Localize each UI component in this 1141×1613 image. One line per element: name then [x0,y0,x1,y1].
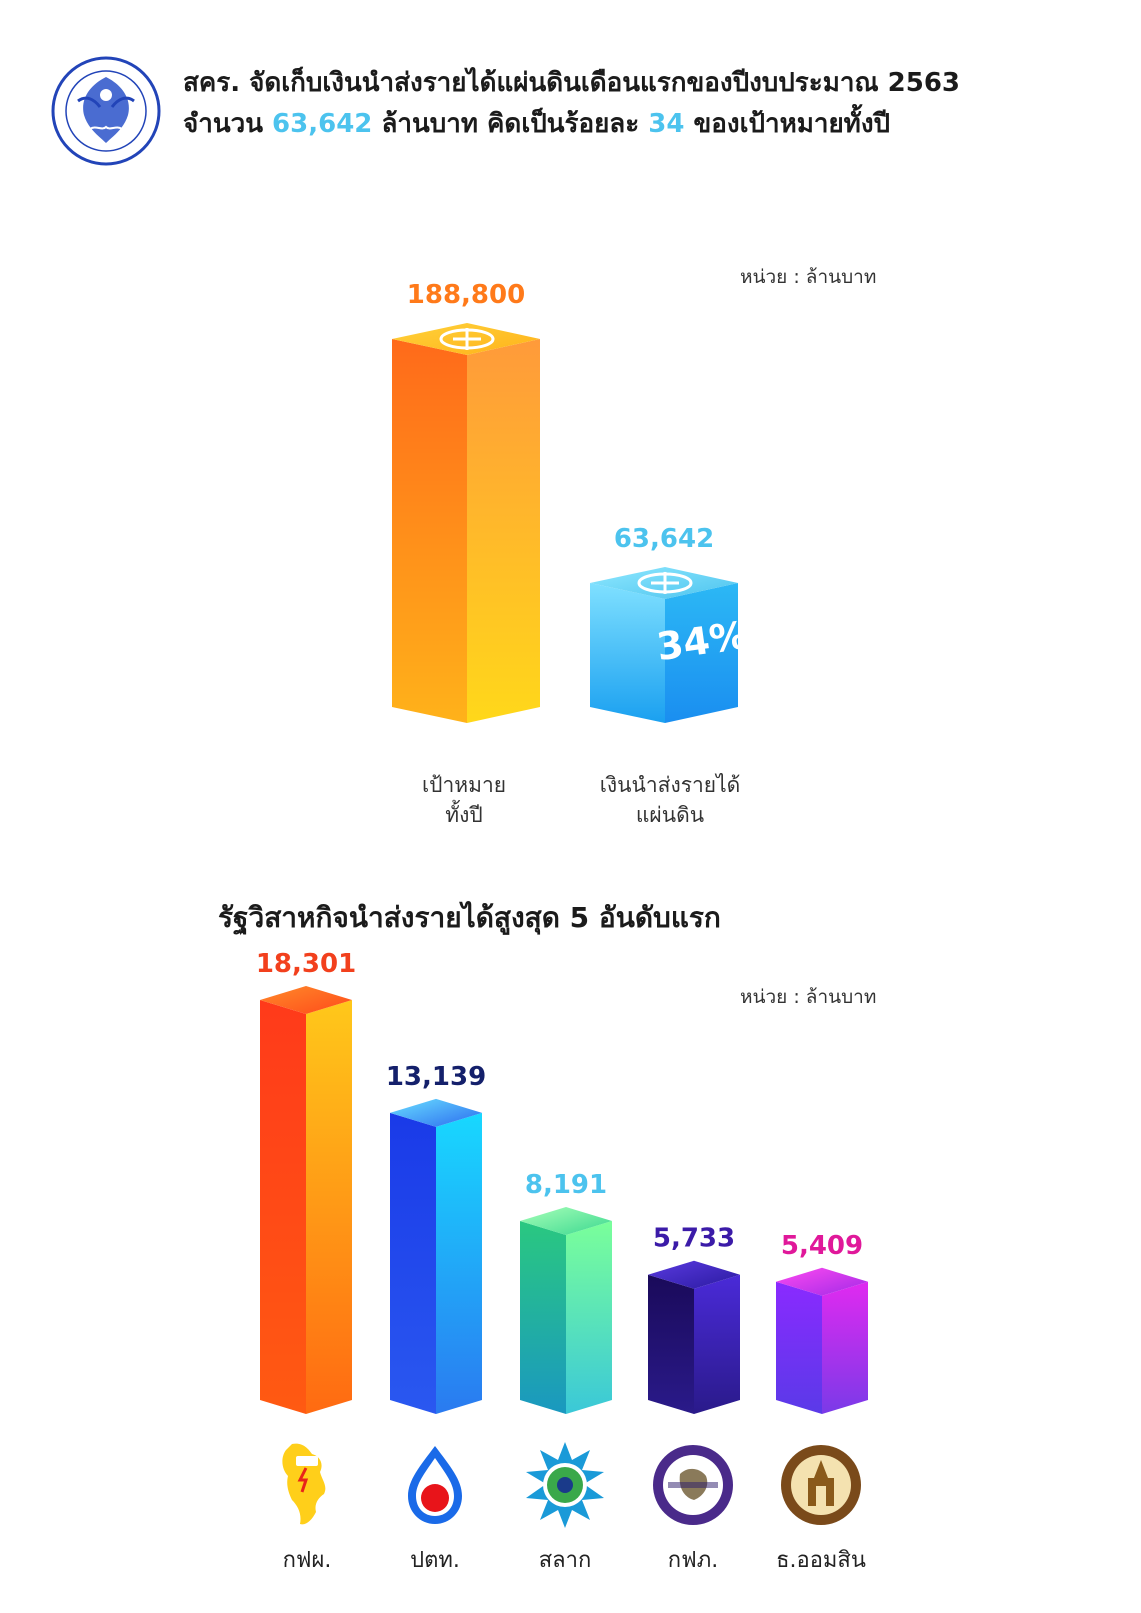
enterprise-bar-1-front-face [390,1112,436,1414]
enterprise-bar-4 [776,1267,868,1414]
enterprise-value-4: 5,409 [781,1231,863,1261]
enterprise-value-3: 5,733 [653,1224,735,1254]
enterprise-bar-4-side-face [822,1281,868,1414]
category-label-actual-line2: แผ่นดิน [635,803,705,827]
sepo-logo-icon [51,56,161,166]
gsb-logo-icon [781,1445,861,1525]
enterprise-bar-3-front-face [648,1274,694,1414]
enterprise-bar-2 [520,1206,612,1414]
enterprise-bar-4-front-face [776,1281,822,1414]
enterprise-value-2: 8,191 [525,1170,607,1200]
data-label-1: 63,642 [614,524,714,554]
unit-label-bottom: หน่วย : ล้านบาท [740,986,877,1008]
baht-icon [439,328,495,350]
category-label-actual-line1: เงินนำส่งรายได้ [599,773,741,797]
enterprise-bar-0 [260,986,352,1414]
enterprise-bar-0-top-face [260,986,352,1014]
enterprise-label-gsb: ธ.ออมสิน [776,1548,866,1573]
section-title-top5: รัฐวิสาหกิจนำส่งรายได้สูงสุด 5 อันดับแรก [218,901,721,934]
bar-0-side-face [467,339,540,723]
enterprise-label-egat: กฟผ. [282,1548,332,1573]
headline-mid: ล้านบาท คิดเป็นร้อยละ [372,109,649,139]
bar-0-front-face [392,339,467,723]
category-label-target-line2: ทั้งปี [445,803,483,827]
egat-logo-icon [282,1443,326,1525]
enterprise-bar-2-top-face [520,1206,612,1235]
enterprise-value-0: 18,301 [256,949,356,979]
enterprise-label-ptt: ปตท. [410,1548,460,1573]
enterprise-bar-4-top-face [776,1267,868,1296]
enterprise-bar-2-side-face [566,1220,612,1414]
unit-label-top: หน่วย : ล้านบาท [740,266,877,288]
enterprise-bar-1 [390,1098,482,1414]
headline-prefix: จำนวน [183,109,273,139]
ptt-logo-icon [408,1446,462,1524]
lottery-logo-icon [526,1442,604,1528]
bar-1-side-face [665,582,738,723]
headline-suffix: ของเป้าหมายทั้งปี [684,109,891,139]
bar-1-front-face [590,582,665,723]
enterprise-label-lottery: สลาก [538,1548,592,1573]
enterprise-bar-1-top-face [390,1098,482,1127]
category-label-actual: เงินนำส่งรายได้แผ่นดิน [570,770,770,830]
category-label-target: เป้าหมายทั้งปี [364,770,564,830]
baht-icon [637,571,693,594]
headline-percent: 34 [648,109,685,139]
category-label-target-line1: เป้าหมาย [421,773,507,797]
enterprise-value-1: 13,139 [386,1062,486,1092]
data-label-0: 188,800 [407,280,525,310]
enterprise-bar-0-front-face [260,1000,306,1414]
enterprise-bar-3-side-face [694,1274,740,1414]
enterprise-bar-3-top-face [648,1260,740,1289]
headline-amount: 63,642 [272,109,373,139]
headline-line-2: จำนวน 63,642 ล้านบาท คิดเป็นร้อยละ 34 ขอ… [183,103,890,144]
enterprise-bar-2-front-face [520,1220,566,1414]
bar-0 [392,323,540,723]
enterprise-bar-3 [648,1260,740,1414]
enterprise-label-pea: กฟภ. [667,1548,719,1573]
enterprise-bar-1-side-face [436,1112,482,1414]
enterprise-bar-0-side-face [306,1000,352,1414]
pea-logo-icon [653,1445,733,1525]
headline-line-1: สคร. จัดเก็บเงินนำส่งรายได้แผ่นดินเดือนแ… [183,68,961,98]
